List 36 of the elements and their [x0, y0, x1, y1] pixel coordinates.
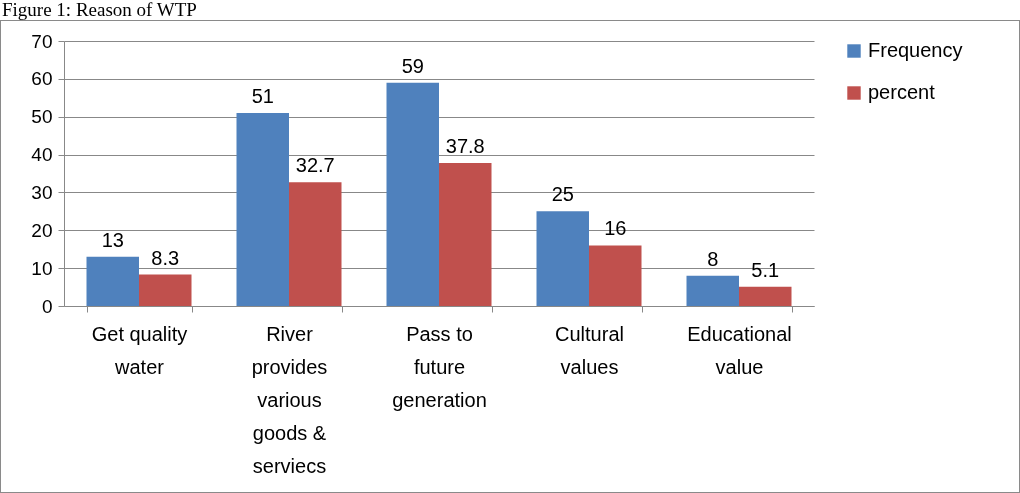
data-label: 16: [604, 217, 627, 240]
y-tick-label: 50: [31, 106, 53, 128]
bar: [386, 82, 439, 306]
data-label: 8: [707, 247, 719, 270]
x-tick-label: River provides various goods & serviecs: [251, 322, 328, 477]
data-label: 59: [401, 54, 424, 77]
data-label: 51: [251, 84, 274, 107]
y-tick-label: 40: [31, 144, 53, 166]
data-label: 13: [101, 228, 124, 251]
chart-title: Figure 1: Reason of WTP: [1, 0, 198, 20]
data-label: 32.7: [295, 154, 335, 177]
y-tick-label: 60: [31, 68, 53, 90]
bar: [739, 286, 792, 306]
bar: [686, 275, 739, 306]
y-tick-label: 10: [31, 257, 53, 279]
data-label: 37.8: [445, 134, 485, 157]
bar: [139, 274, 192, 306]
x-tick-label: Get quality water: [91, 322, 188, 378]
x-tick-label: Educational value: [687, 322, 792, 378]
y-tick-label: 30: [31, 181, 53, 203]
bar: [536, 211, 589, 306]
x-tick-label: Pass to future generation: [392, 322, 487, 411]
bar: [86, 256, 139, 306]
legend-label: Frequency: [868, 39, 963, 61]
data-label: 25: [551, 183, 574, 206]
bar: [236, 112, 289, 306]
y-tick-label: 70: [31, 30, 53, 52]
data-label: 5.1: [751, 258, 780, 281]
legend-label: percent: [868, 81, 936, 103]
x-tick-label: Cultural values: [555, 322, 624, 378]
bar: [589, 245, 642, 306]
y-tick-label: 20: [31, 219, 53, 241]
y-tick-label: 0: [41, 295, 53, 317]
data-label: 8.3: [151, 246, 180, 269]
bar: [439, 162, 492, 306]
bar: [289, 182, 342, 306]
